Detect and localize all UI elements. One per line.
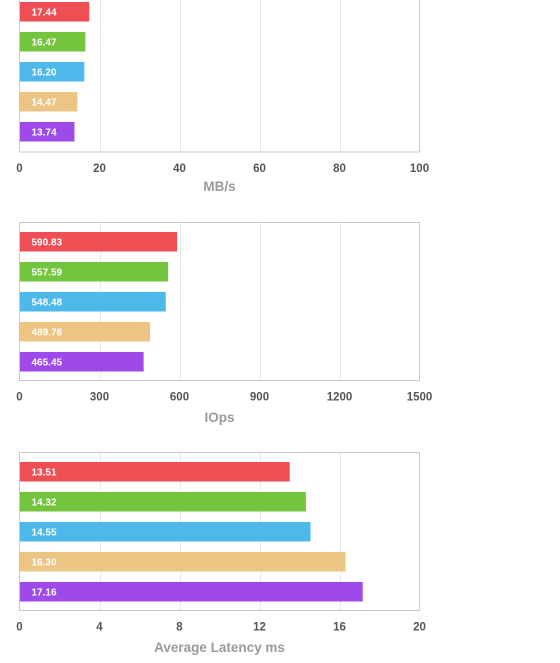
x-tick-label: 20 — [413, 622, 426, 634]
bar-value-label: 16.30 — [32, 557, 57, 568]
plot-frame — [19, 222, 420, 381]
x-tick-label: 900 — [250, 392, 269, 404]
bar[interactable] — [19, 232, 178, 252]
x-tick-label: 100 — [410, 163, 429, 175]
bar[interactable] — [19, 62, 85, 82]
x-tick-label: 1500 — [407, 392, 433, 404]
bar-value-label: 16.47 — [32, 37, 57, 48]
bar[interactable] — [19, 462, 290, 482]
bar[interactable] — [19, 582, 363, 602]
x-tick-label: 0 — [16, 163, 22, 175]
bar[interactable] — [19, 322, 151, 342]
bar[interactable] — [19, 292, 166, 312]
bar-value-label: 489.78 — [32, 327, 63, 338]
plot-frame — [19, 0, 420, 153]
chart-2: 590.83 557.59 548.48 489.78 465.45 0 300 600 900… — [16, 222, 433, 425]
bar[interactable] — [19, 552, 346, 572]
bar-value-label: 16.20 — [32, 67, 57, 78]
bar[interactable] — [19, 352, 144, 372]
x-tick-label: 20 — [93, 163, 106, 175]
bar[interactable] — [19, 522, 311, 542]
x-axis-label: Average Latency ms — [154, 640, 285, 655]
bar-value-label: 548.48 — [32, 297, 63, 308]
x-tick-label: 300 — [90, 392, 109, 404]
x-tick-label: 4 — [96, 622, 103, 634]
bar-value-label: 13.74 — [32, 127, 57, 138]
x-tick-label: 1200 — [327, 392, 353, 404]
x-tick-label: 16 — [333, 622, 346, 634]
bar[interactable] — [19, 122, 75, 142]
x-tick-label: 12 — [253, 622, 266, 634]
bar[interactable] — [19, 492, 306, 512]
x-tick-label: 60 — [253, 163, 266, 175]
chart-1: 17.44 16.47 16.20 14.47 13.74 0 20 40 60 80 100 MB/… — [16, 0, 429, 194]
x-tick-label: 80 — [333, 163, 346, 175]
plot-frame — [19, 452, 420, 611]
chart-3: 13.51 14.32 14.55 16.30 17.16 0 4 8 12 16 20 Averag… — [16, 452, 426, 655]
x-axis-label: MB/s — [203, 179, 235, 194]
bar-value-label: 17.16 — [32, 587, 57, 598]
x-tick-label: 40 — [173, 163, 186, 175]
bar[interactable] — [19, 32, 86, 52]
bar-value-label: 14.32 — [32, 497, 57, 508]
x-tick-label: 0 — [16, 622, 22, 634]
bar[interactable] — [19, 92, 78, 112]
bar-value-label: 590.83 — [32, 237, 63, 248]
bar-value-label: 465.45 — [32, 357, 63, 368]
bar[interactable] — [19, 262, 169, 282]
bar-value-label: 17.44 — [32, 7, 57, 18]
bar-value-label: 14.55 — [32, 527, 57, 538]
bar[interactable] — [19, 2, 90, 22]
x-tick-label: 600 — [170, 392, 189, 404]
bar-value-label: 13.51 — [32, 467, 57, 478]
x-tick-label: 8 — [176, 622, 183, 634]
x-axis-label: IOps — [204, 410, 234, 425]
bar-value-label: 557.59 — [32, 267, 63, 278]
x-tick-label: 0 — [16, 392, 22, 404]
bar-value-label: 14.47 — [32, 97, 57, 108]
